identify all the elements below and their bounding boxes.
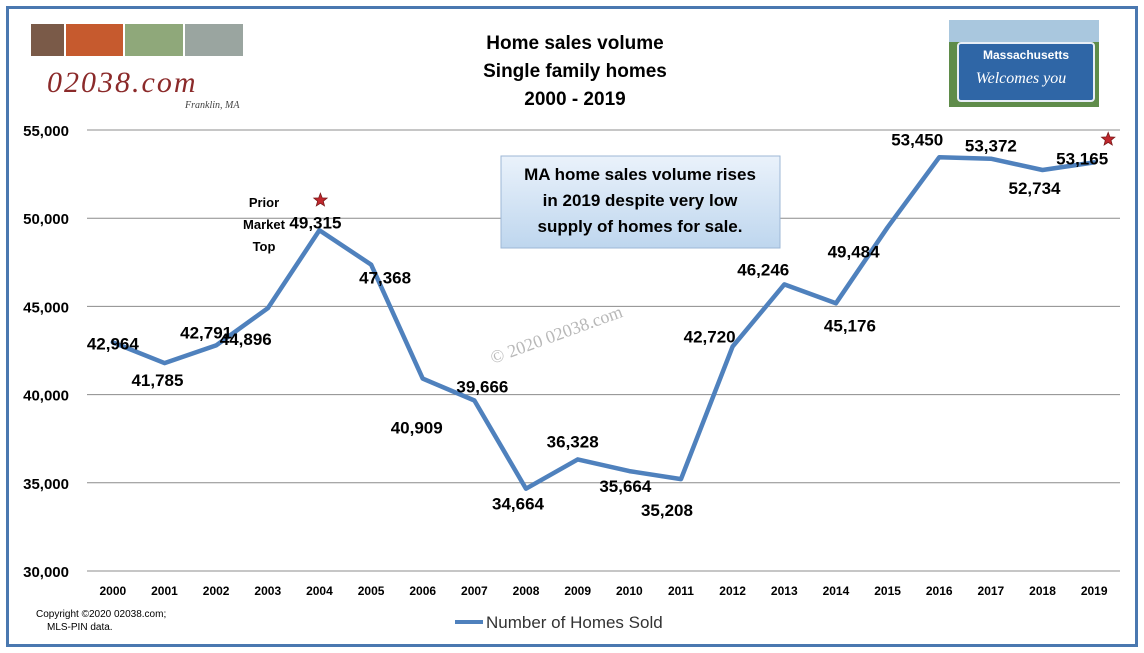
data-label-2013: 46,246 — [737, 260, 789, 279]
copyright-line1: Copyright ©2020 02038.com; — [36, 609, 166, 620]
callout-box: MA home sales volume rises in 2019 despi… — [500, 155, 781, 249]
chart-title-line1: Home sales volume — [486, 33, 663, 54]
x-axis-tick-labels: 2000 2001 2002 2003 2004 2005 2006 2007 2008 2009… — [99, 584, 1107, 598]
x-tick-label-2004: 2004 — [306, 584, 333, 598]
sign-line2: Welcomes you — [976, 70, 1067, 87]
x-tick-label-2019: 2019 — [1081, 584, 1108, 598]
prior-top-line1: Prior — [249, 195, 279, 210]
gridlines — [87, 129, 1120, 572]
data-label-2018: 52,734 — [1009, 179, 1062, 198]
y-tick-label-55000: 55,000 — [23, 123, 69, 140]
x-tick-label-2002: 2002 — [203, 584, 230, 598]
data-label-2001: 41,785 — [131, 371, 183, 390]
site-logo[interactable]: 02038.com Franklin, MA — [31, 24, 243, 111]
chart-title-line2: Single family homes — [483, 61, 667, 82]
logo-photo-2 — [66, 24, 123, 56]
data-label-2000: 42,964 — [87, 334, 140, 353]
x-tick-label-2009: 2009 — [564, 584, 591, 598]
data-label-2016: 53,450 — [891, 130, 943, 149]
copyright-line2: MLS-PIN data. — [47, 622, 113, 633]
data-label-2011: 35,208 — [641, 501, 693, 520]
chart-title-line3: 2000 - 2019 — [524, 89, 625, 110]
star-icon-2019 — [1100, 131, 1116, 146]
y-tick-label-45000: 45,000 — [23, 299, 69, 316]
data-label-2017: 53,372 — [965, 137, 1017, 156]
x-tick-label-2001: 2001 — [151, 584, 178, 598]
callout-line2: in 2019 despite very low — [543, 191, 738, 210]
data-label-2010: 35,664 — [599, 477, 652, 496]
y-tick-label-35000: 35,000 — [23, 476, 69, 493]
chart-frame: 02038.com Franklin, MA Massachusetts Wel… — [6, 6, 1138, 647]
logo-photo-4 — [185, 24, 243, 56]
data-label-2007: 39,666 — [456, 377, 508, 396]
data-label-2014: 45,176 — [824, 316, 876, 335]
callout-line1: MA home sales volume rises — [524, 165, 756, 184]
data-label-2002: 42,791 — [180, 323, 232, 342]
y-axis-tick-labels: 30,000 35,000 40,000 45,000 50,000 55,000 — [23, 123, 69, 581]
x-tick-label-2015: 2015 — [874, 584, 901, 598]
x-tick-label-2014: 2014 — [823, 584, 850, 598]
y-tick-label-30000: 30,000 — [23, 564, 69, 581]
x-tick-label-2013: 2013 — [771, 584, 798, 598]
y-tick-label-50000: 50,000 — [23, 211, 69, 228]
data-label-2009: 36,328 — [547, 432, 599, 451]
data-label-2012: 42,720 — [684, 328, 736, 347]
prior-top-line3: Top — [253, 239, 276, 254]
logo-photo-3 — [125, 24, 183, 56]
x-tick-label-2006: 2006 — [409, 584, 436, 598]
data-label-2005: 47,368 — [359, 269, 411, 288]
legend: Number of Homes Sold — [455, 613, 663, 632]
massachusetts-sign-image: Massachusetts Welcomes you — [949, 20, 1099, 107]
star-icon-prior-top — [312, 192, 329, 207]
line-chart: 02038.com Franklin, MA Massachusetts Wel… — [23, 20, 1120, 633]
x-tick-label-2007: 2007 — [461, 584, 488, 598]
watermark-text: © 2020 02038.com — [488, 301, 626, 367]
sign-line1: Massachusetts — [983, 48, 1069, 62]
x-tick-label-2012: 2012 — [719, 584, 746, 598]
x-tick-label-2011: 2011 — [668, 584, 694, 598]
data-label-2004: 49,315 — [289, 213, 341, 232]
x-tick-label-2018: 2018 — [1029, 584, 1056, 598]
x-tick-label-2017: 2017 — [978, 584, 1005, 598]
legend-label: Number of Homes Sold — [486, 613, 663, 632]
logo-subtext: Franklin, MA — [184, 100, 240, 111]
data-label-2019: 53,165 — [1056, 149, 1108, 168]
data-label-2015: 49,484 — [828, 242, 881, 261]
x-tick-label-2000: 2000 — [99, 584, 126, 598]
prior-top-line2: Market — [243, 217, 286, 232]
x-tick-label-2008: 2008 — [513, 584, 540, 598]
x-tick-label-2003: 2003 — [254, 584, 281, 598]
series-line-number-of-homes-sold — [110, 155, 1097, 491]
callout-line3: supply of homes for sale. — [538, 217, 743, 236]
x-tick-label-2016: 2016 — [926, 584, 953, 598]
data-label-2006: 40,909 — [391, 419, 443, 438]
y-tick-label-40000: 40,000 — [23, 388, 69, 405]
data-label-2008: 34,664 — [492, 495, 545, 514]
x-tick-label-2010: 2010 — [616, 584, 643, 598]
data-label-2003: 44,896 — [220, 330, 272, 349]
logo-text: 02038.com — [47, 66, 197, 99]
logo-photo-1 — [31, 24, 64, 56]
x-tick-label-2005: 2005 — [358, 584, 385, 598]
